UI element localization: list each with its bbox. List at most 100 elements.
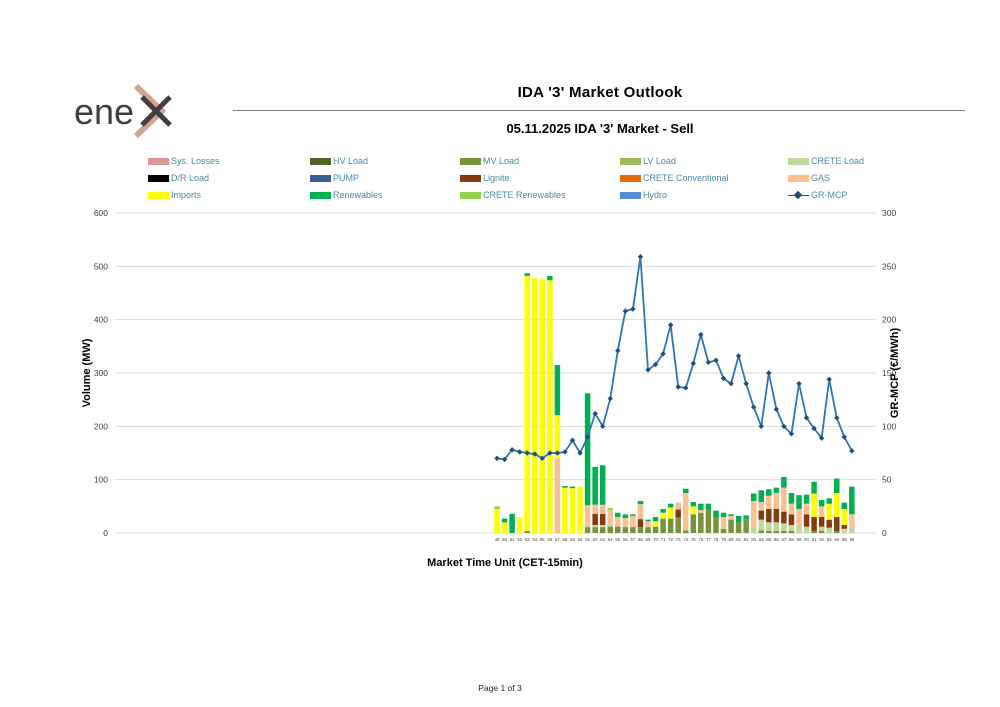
bar-segment-mv [811,530,817,533]
legend-line-swatch [788,190,809,199]
bar-segment-mv [630,527,636,533]
x-tick-label: 91 [812,537,817,542]
gr-mcp-marker [667,322,674,328]
gr-mcp-marker [532,451,538,457]
logo-x-stroke-2 [140,95,172,127]
legend-swatch [788,157,809,165]
x-tick-label: 96 [849,537,854,542]
legend-swatch [148,174,169,182]
gr-mcp-marker [690,360,696,367]
x-tick-label: 85 [766,537,771,542]
bar-segment-mv [788,530,795,533]
y-left-tick-label: 300 [94,368,108,378]
bar-segment-mv [720,528,727,533]
x-tick-label: 82 [744,537,749,542]
bar-segment-lignite [841,525,848,529]
legend-label: GAS [811,173,831,183]
gr-mcp-marker [652,361,659,368]
legend-item-lv: LV Load [620,156,788,166]
x-axis-title: Market Time Unit (CET-15min) [427,557,583,569]
y-right-tick-label: 50 [882,475,892,485]
bar-segment-gas [773,493,780,509]
x-tick-label: 66 [623,537,628,542]
x-tick-label: 70 [653,537,658,542]
bar-segment-mv [660,518,666,533]
bar-segment-mv [728,519,734,533]
legend-item-hydro: Hydro [620,190,788,200]
bar-segment-mv [652,526,659,533]
legend-label: HV Load [333,156,369,166]
x-tick-label: 80 [729,537,734,542]
bar-segment-imports [532,278,538,533]
legend-label: Hydro [643,190,668,200]
legend-swatch [460,191,481,199]
bar-segment-lignite [803,514,810,527]
bar-segment-renewables [547,275,553,281]
gr-mcp-marker [607,395,613,402]
gr-mcp-marker [735,353,742,359]
bar-segment-lignite [781,511,787,524]
bar-segment-gas [750,501,757,528]
x-tick-label: 56 [547,537,552,542]
bar-segment-imports [516,517,523,533]
y-left-tick-label: 500 [94,261,108,271]
gr-mcp-marker [577,450,583,456]
bar-segment-renewables [781,477,787,488]
bar-segment-gas [728,515,734,520]
bar-segment-lignite [599,513,606,525]
bar-segment-crete_load [750,527,757,533]
bar-segment-renewables [849,486,855,515]
bar-segment-renewables [584,393,591,506]
bar-segment-gas [781,487,787,512]
gr-mcp-marker [592,410,598,417]
bar-segment-imports [554,415,561,459]
legend-label: Sys. Losses [171,156,220,166]
gr-mcp-marker [834,415,840,421]
bar-segment-lignite [773,509,780,523]
bar-segment-renewables [735,515,742,523]
gr-mcp-marker [803,415,810,421]
bar-segment-gas [758,502,764,511]
x-tick-label: 57 [555,537,560,542]
gr-mcp-marker [584,434,591,440]
bar-segment-renewables [826,498,832,504]
x-tick-label: 53 [525,537,530,542]
y-right-tick-label: 100 [882,421,896,431]
x-tick-label: 60 [578,537,583,542]
x-tick-label: 58 [563,537,568,542]
chart-legend: Sys. Losses HV Load MV Load LV Load CRETE Lo… [148,156,864,200]
x-tick-label: 65 [615,537,620,542]
x-tick-label: 81 [736,537,741,542]
gr-mcp-marker [645,367,651,373]
legend-swatch [148,157,169,165]
gr-mcp-marker [826,376,832,383]
legend-item-gas: GAS [788,173,864,183]
x-tick-label: 83 [751,537,756,542]
bar-segment-renewables [562,486,568,488]
bar-segment-mv [818,530,825,533]
bar-segment-imports [577,486,583,533]
bar-segment-imports [501,522,508,533]
bar-segment-imports [660,512,666,519]
bar-segment-crete_load [766,522,772,531]
y-left-tick-label: 200 [94,421,108,431]
bar-segment-renewables [834,478,840,493]
bar-segment-mv [743,519,749,533]
bar-segment-gas [615,517,621,527]
legend-item-crete_ren: CRETE Renewables [460,190,620,200]
gr-mcp-marker [788,431,795,437]
bar-segment-renewables [509,513,515,533]
bar-segment-renewables [841,502,848,509]
bar-segment-imports [652,521,659,527]
gr-mcp-marker [539,455,545,462]
legend-label: CRETE Renewables [483,190,566,200]
x-tick-label: 78 [714,537,719,542]
legend-label: Renewables [333,190,383,200]
bar-segment-renewables [652,517,659,522]
bar-segment-mv [698,512,704,533]
bar-segment-renewables [690,502,697,507]
x-tick-label: 61 [585,537,590,542]
x-tick-label: 71 [661,537,666,542]
bar-segment-gas [554,458,561,533]
gr-mcp-marker [524,450,530,456]
